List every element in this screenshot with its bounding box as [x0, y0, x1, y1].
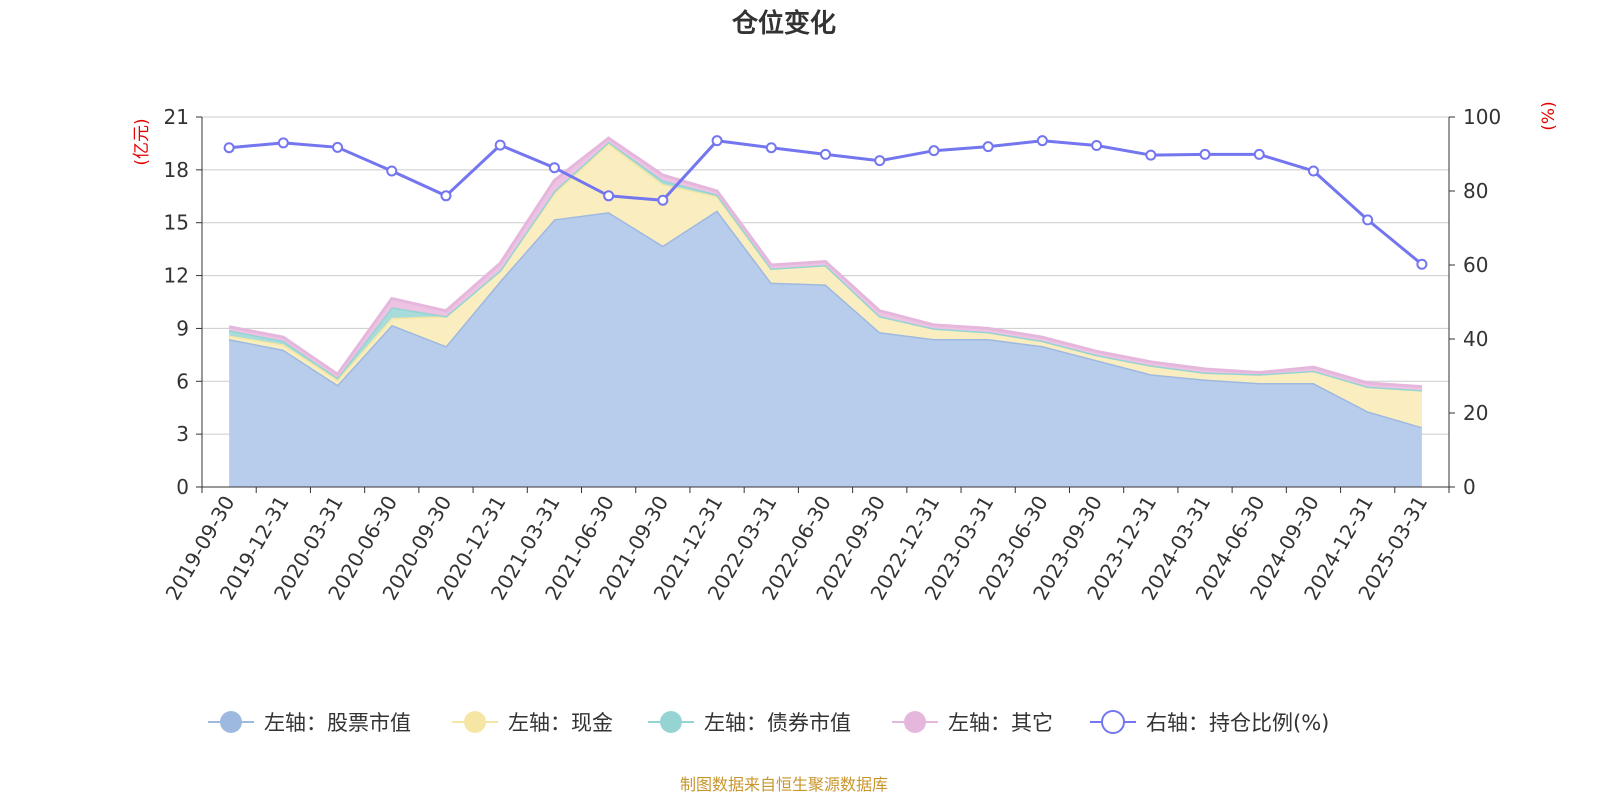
legend-label: 左轴：其它 [948, 711, 1053, 735]
left-axis-tick-label: 15 [164, 211, 189, 235]
ratio-point [223, 142, 235, 154]
ratio-point [1253, 148, 1265, 160]
left-axis-unit: (亿元) [132, 118, 152, 165]
ratio-point [1416, 258, 1428, 270]
right-axis-tick-label: 0 [1463, 475, 1476, 499]
legend-marker [1101, 710, 1125, 734]
legend-marker [220, 711, 242, 733]
ratio-point [765, 142, 777, 154]
ratio-point [982, 141, 994, 153]
legend-label: 左轴：股票市值 [264, 711, 411, 735]
left-axis-tick-label: 3 [176, 422, 189, 446]
left-axis-tick-label: 12 [164, 264, 189, 288]
right-axis-tick-label: 20 [1463, 401, 1488, 425]
legend-item: 左轴：其它 [892, 711, 1053, 735]
ratio-point [874, 155, 886, 167]
ratio-line-series [223, 135, 1428, 270]
ratio-point [277, 137, 289, 149]
legend-item: 左轴：现金 [452, 711, 613, 735]
ratio-point [1307, 165, 1319, 177]
left-axis-tick-label: 21 [164, 105, 189, 129]
stacked-areas [228, 136, 1423, 487]
ratio-point [548, 162, 560, 174]
legend-item: 左轴：债券市值 [648, 711, 851, 735]
legend-marker [904, 711, 926, 733]
ratio-point [820, 148, 831, 160]
left-axis-tick-label: 0 [176, 475, 189, 499]
legend: 左轴：股票市值 左轴：现金 左轴：债券市值 左轴：其它 右轴：持仓比例(%) [208, 710, 1329, 735]
right-axis-tick-label: 40 [1463, 327, 1488, 351]
ratio-point [1091, 139, 1103, 151]
ratio-point [1036, 135, 1048, 147]
ratio-point [1145, 149, 1157, 161]
ratio-point [440, 190, 452, 202]
area-fill-0 [229, 210, 1422, 487]
chart-title: 仓位变化 [731, 8, 836, 39]
ratio-point [1199, 148, 1211, 160]
right-axis-tick-label: 100 [1463, 105, 1501, 129]
area-fill-3 [229, 138, 1422, 391]
ratio-point [386, 165, 398, 177]
legend-label: 右轴：持仓比例(%) [1146, 711, 1329, 735]
ratio-point [928, 145, 940, 157]
ratio-point [1362, 214, 1374, 226]
ratio-point [711, 135, 723, 147]
legend-marker [464, 711, 486, 733]
ratio-point [494, 139, 506, 151]
area-edge-3 [228, 136, 1422, 389]
ratio-point [657, 194, 669, 206]
right-axis-tick-label: 80 [1463, 179, 1488, 203]
legend-label: 左轴：现金 [508, 711, 613, 735]
legend-label: 左轴：债券市值 [704, 711, 851, 735]
legend-marker [660, 711, 682, 733]
ratio-point [332, 141, 344, 153]
right-axis-tick-label: 60 [1463, 253, 1488, 277]
left-axis-tick-label: 9 [176, 316, 189, 340]
left-axis-tick-label: 6 [176, 369, 189, 393]
left-axis-tick-label: 18 [164, 158, 189, 182]
source-note: 制图数据来自恒生聚源数据库 [680, 775, 888, 794]
ratio-point [603, 190, 615, 202]
right-axis-unit: (%) [1539, 101, 1559, 130]
legend-item: 左轴：股票市值 [208, 711, 411, 735]
legend-item: 右轴：持仓比例(%) [1090, 710, 1329, 735]
